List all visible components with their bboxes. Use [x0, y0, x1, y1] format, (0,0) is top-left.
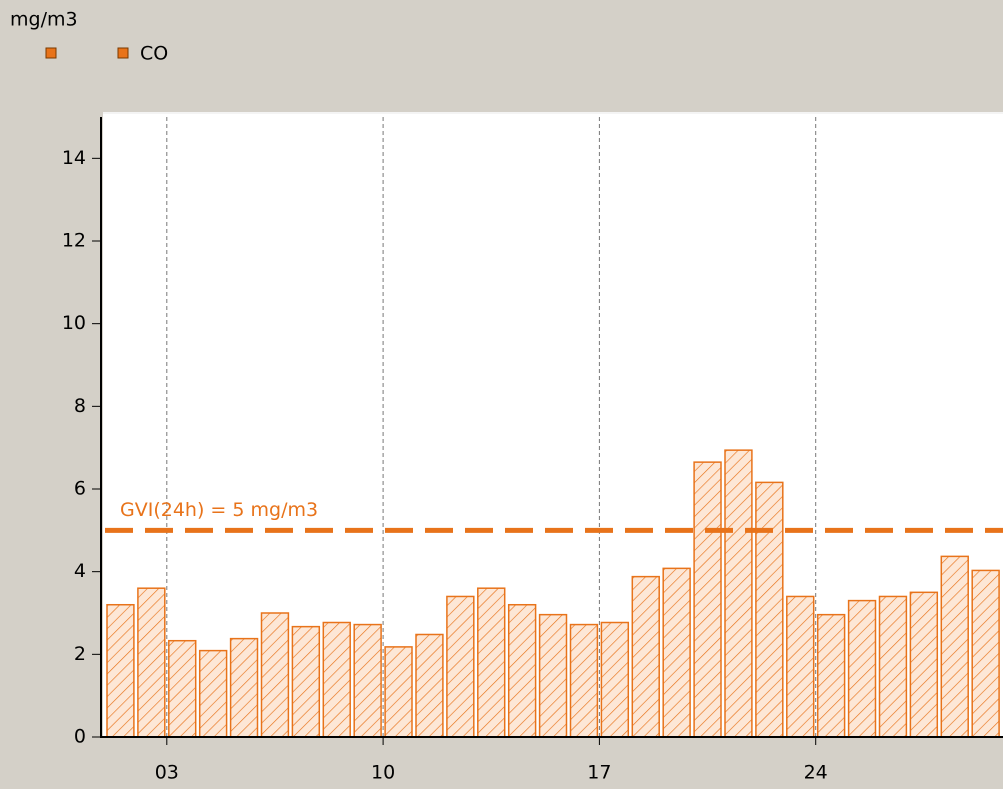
- bar: [137, 587, 166, 738]
- bar: [662, 567, 691, 738]
- bar: [198, 649, 228, 738]
- bar: [538, 613, 568, 738]
- bar: [415, 633, 444, 738]
- bar: [569, 623, 599, 738]
- bar: [847, 599, 877, 738]
- bar: [353, 623, 382, 738]
- legend-marker: [45, 47, 57, 59]
- bar: [384, 646, 413, 738]
- bar: [106, 603, 135, 738]
- bar: [909, 591, 939, 738]
- bar: [322, 621, 351, 738]
- bar: [940, 555, 969, 738]
- legend-marker: [117, 47, 129, 59]
- bar: [971, 569, 1000, 738]
- unit-label: mg/m3: [10, 9, 78, 31]
- bar: [878, 595, 908, 738]
- bar: [816, 613, 846, 738]
- x-tick-label: 17: [587, 762, 611, 784]
- x-tick-label: 10: [371, 762, 395, 784]
- bar: [786, 595, 815, 738]
- bar: [631, 575, 660, 738]
- x-tick-label: 03: [155, 762, 179, 784]
- bar: [229, 637, 259, 738]
- bar: [260, 612, 290, 738]
- x-tick-label: 24: [804, 762, 828, 784]
- y-tick-label: 4: [74, 560, 86, 582]
- bar: [168, 639, 197, 738]
- y-tick-label: 2: [74, 643, 86, 665]
- reference-label: GVI(24h) = 5 mg/m3: [120, 499, 318, 521]
- y-tick-label: 0: [74, 726, 86, 748]
- bar: [446, 595, 475, 738]
- y-tick-label: 14: [62, 147, 86, 169]
- bar: [600, 621, 630, 738]
- y-tick-label: 10: [62, 312, 86, 334]
- y-tick-label: 8: [74, 395, 86, 417]
- y-tick-label: 12: [62, 230, 86, 252]
- y-tick-label: 6: [74, 478, 86, 500]
- legend-label: CO: [140, 43, 168, 65]
- bar: [693, 461, 722, 738]
- bar: [724, 449, 753, 738]
- bar: [755, 481, 784, 738]
- bar: [477, 587, 506, 738]
- bar: [507, 603, 537, 738]
- bar: [291, 625, 321, 738]
